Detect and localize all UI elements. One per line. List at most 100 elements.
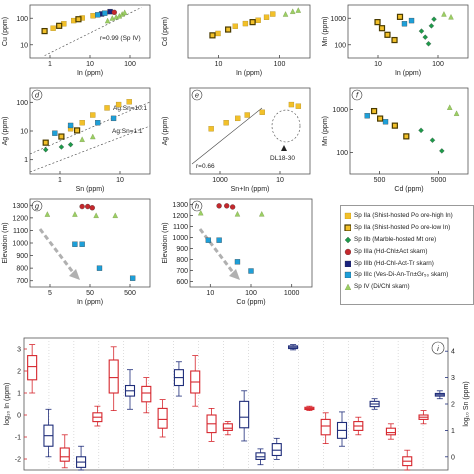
data-point	[431, 16, 437, 22]
data-point	[270, 11, 276, 17]
plot-frame	[29, 4, 151, 59]
box	[271, 443, 282, 457]
box-plot	[157, 399, 168, 438]
data-point	[439, 148, 445, 154]
y-tick-label: 600	[176, 279, 188, 286]
box-plot	[222, 421, 233, 436]
panel-h: h Co (ppm) Elevation (m) 10 100 1000 1300 1200 1…	[160, 195, 332, 310]
panel-f: f Cd (ppm) Mn (ppm) 500 5000 1000 100	[320, 82, 474, 194]
box-plot	[288, 344, 299, 351]
data-point	[90, 112, 96, 118]
x-tick-label: 10	[374, 61, 382, 68]
data-point	[255, 17, 261, 23]
box	[157, 407, 168, 429]
data-point	[288, 101, 295, 108]
y-axis-label: Mn (ppm)	[322, 116, 329, 146]
y-tick-label: 1000	[332, 107, 348, 114]
arrow-icon	[281, 145, 287, 151]
data-point	[235, 115, 241, 122]
arrow-head-icon	[69, 269, 80, 280]
x-axis-label: Co (ppm)	[236, 299, 265, 306]
data-point	[129, 275, 136, 281]
box-plot	[385, 423, 396, 440]
box-plot	[124, 369, 136, 410]
data-point	[42, 139, 49, 146]
y-left-tick-label: -1	[15, 435, 21, 442]
x-tick-label: 1000	[212, 177, 228, 184]
y-tick-label: 700	[16, 278, 28, 285]
x-axis-label: In (ppm)	[236, 70, 262, 77]
legend-marker	[344, 283, 351, 291]
x-tick-label: 5000	[431, 177, 447, 184]
y-tick-label: 1100	[173, 224, 188, 231]
data-point	[446, 104, 453, 110]
data-point	[242, 20, 249, 27]
data-point	[418, 28, 425, 34]
x-tick-label: 1	[58, 177, 62, 184]
data-point	[197, 209, 204, 216]
panel-d: d Sn (ppm) Ag (ppm) 1 10 100 10 1 Ag:Sn=10:1 Ag:S…	[0, 82, 160, 194]
data-point	[41, 27, 48, 35]
panel-label-circle	[431, 341, 445, 355]
x-tick-label: 500	[124, 290, 136, 297]
data-point	[448, 14, 454, 20]
y-tick-label: 1300	[172, 202, 188, 209]
data-point	[44, 211, 51, 217]
data-point	[224, 203, 230, 209]
panel-label-circle	[351, 89, 363, 101]
data-point	[67, 141, 74, 148]
x-tick-label: 10	[215, 61, 223, 68]
box-plot	[92, 405, 103, 427]
legend-symbol	[344, 224, 351, 232]
y-tick-label: 1200	[172, 213, 188, 220]
data-point	[425, 41, 432, 47]
data-point	[223, 120, 229, 126]
legend-entry: Sp IIa (Shist-hosted Po ore-high In)	[344, 210, 470, 222]
data-point	[110, 115, 117, 122]
data-point	[422, 34, 428, 40]
data-point	[258, 211, 265, 217]
y-tick-label: 1000	[172, 235, 188, 242]
x-tick-label: 500	[374, 177, 386, 184]
legend-label: Sp IIIa (Hd-Chl±Act skarn)	[354, 247, 428, 255]
data-point	[216, 203, 222, 209]
box-plot	[141, 377, 152, 414]
legend-symbol	[344, 260, 351, 267]
y-tick-label: 1200	[12, 215, 28, 222]
y-tick-label: 10	[20, 42, 28, 49]
y-tick-label: 800	[16, 266, 28, 273]
x-axis-label: In (ppm)	[395, 70, 421, 77]
data-point	[216, 237, 222, 243]
data-point	[104, 17, 111, 24]
panel-g: g In (ppm) Elevation (m) 5 50 500 1300 1200 1100…	[0, 195, 160, 310]
data-point	[209, 32, 216, 39]
y-left-tick-label: 2	[17, 369, 21, 376]
data-point	[374, 19, 381, 26]
box-plot	[43, 408, 54, 458]
data-point	[50, 25, 56, 31]
legend-label: Sp IIIc (Ves-Di-An-Tn±Gr₅₀ skarn)	[354, 271, 449, 279]
data-point	[408, 17, 415, 24]
data-point	[72, 241, 78, 247]
legend-symbol	[344, 236, 351, 243]
data-point	[104, 105, 110, 111]
data-point	[205, 237, 212, 243]
legend-entry: Sp IIa (Shist-hosted Po ore-low In)	[344, 222, 470, 234]
data-point	[93, 212, 99, 218]
data-point	[79, 120, 85, 126]
legend-entry: Sp IIIb (Hd-Chl-Act-Tr skarn)	[344, 257, 470, 269]
y-left-tick-label: 3	[17, 347, 21, 354]
data-point	[391, 36, 398, 44]
data-point	[56, 22, 63, 29]
y-axis-label: Elevation (m)	[162, 222, 169, 263]
data-point	[89, 205, 95, 211]
data-point	[208, 126, 214, 132]
legend-label: Sp IV (Di/Chl skarn)	[354, 283, 410, 291]
y-right-tick-label: 3	[451, 375, 455, 382]
panel-b: In (ppm) Cd (ppm) 10 100	[160, 0, 320, 77]
data-point	[384, 31, 391, 38]
legend-symbol	[344, 248, 351, 255]
y-tick-label: 10	[20, 129, 28, 136]
ratio-label-10: Ag:Sn=10:1	[113, 105, 148, 112]
data-point	[232, 23, 238, 29]
